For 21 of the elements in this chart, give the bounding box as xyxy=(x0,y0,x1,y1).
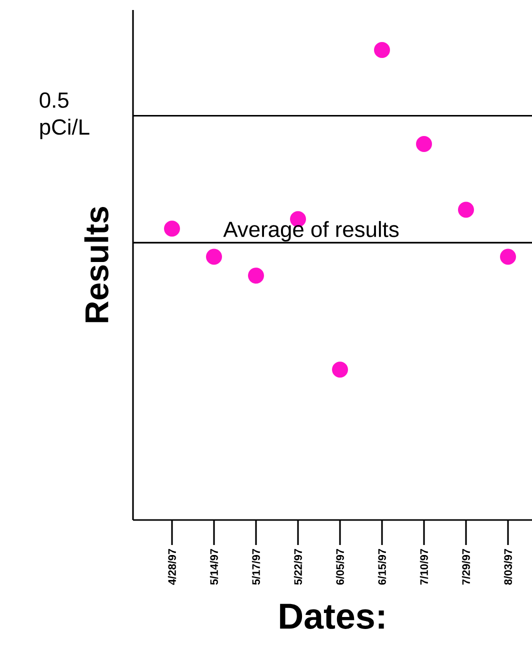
ref-line-label: Average of results xyxy=(223,221,399,242)
x-tick-label: 6/15/97 xyxy=(378,549,386,585)
point xyxy=(416,136,432,152)
x-tick-label: 5/22/97 xyxy=(294,549,302,585)
x-tick-label: 8/03/97 xyxy=(504,549,512,585)
point xyxy=(164,220,180,237)
x-tick-label: 5/14/97 xyxy=(210,549,218,585)
x-tick-label: 5/17/97 xyxy=(252,549,260,585)
point xyxy=(500,248,516,265)
point xyxy=(206,248,222,265)
x-tick-label: 7/10/97 xyxy=(420,549,428,585)
point xyxy=(374,42,390,58)
x-axis-title: Dates: xyxy=(280,604,384,629)
x-tick-label: 6/05/97 xyxy=(336,549,344,585)
point xyxy=(332,362,348,378)
y-axis-title: Results xyxy=(84,206,108,322)
x-tick-label: 4/28/97 xyxy=(168,549,176,585)
ref-line-label: 0.5 pCi/L xyxy=(40,92,90,140)
point xyxy=(248,268,264,284)
point xyxy=(458,202,474,218)
x-tick-label: 7/29/97 xyxy=(462,549,470,585)
